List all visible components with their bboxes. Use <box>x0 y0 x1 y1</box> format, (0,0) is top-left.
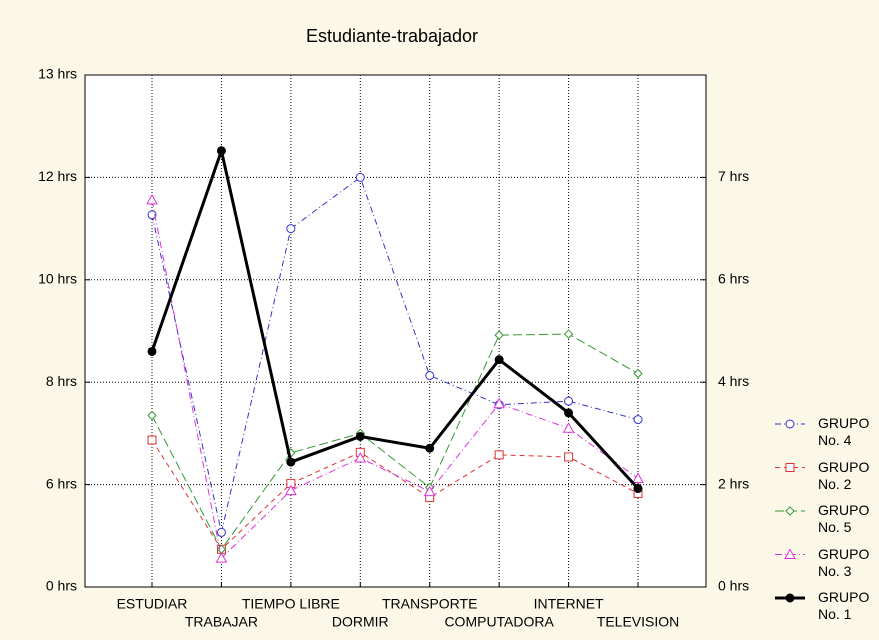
y2-tick-label: 2 hrs <box>718 475 749 491</box>
marker <box>564 452 574 462</box>
marker <box>147 435 157 445</box>
marker <box>147 346 157 356</box>
marker <box>354 451 367 463</box>
y-tick-label: 6 hrs <box>46 475 77 491</box>
marker <box>633 484 643 494</box>
marker <box>215 552 228 563</box>
x-tick-label: DORMIR <box>332 614 389 630</box>
chart-title: Estudiante-trabajador <box>306 26 478 46</box>
series-line <box>151 333 639 551</box>
y-tick-label: 12 hrs <box>38 168 77 184</box>
x-tick-label: TELEVISION <box>597 614 679 630</box>
marker <box>633 368 643 379</box>
marker <box>147 210 157 220</box>
series-line <box>151 176 639 533</box>
x-tick-label: INTERNET <box>534 596 604 612</box>
y-tick-label: 0 hrs <box>46 578 77 594</box>
x-tick-label: COMPUTADORA <box>444 614 554 630</box>
marker <box>494 330 504 340</box>
x-tick-label: TRANSPORTE <box>382 596 477 612</box>
marker <box>286 457 296 467</box>
y2-tick-label: 4 hrs <box>718 373 749 389</box>
marker <box>147 410 157 421</box>
series-line <box>150 145 640 490</box>
marker <box>425 443 435 453</box>
y-tick-label: 8 hrs <box>46 373 77 389</box>
x-tick-label: TIEMPO LIBRE <box>242 596 340 612</box>
marker <box>285 484 297 496</box>
marker <box>633 415 643 425</box>
legend-label: GRUPO No. 5 <box>818 502 870 535</box>
marker <box>494 450 504 460</box>
marker <box>632 472 644 483</box>
marker <box>146 193 158 205</box>
marker <box>563 329 574 339</box>
y2-tick-label: 6 hrs <box>718 271 749 287</box>
plot-area <box>84 74 707 588</box>
x-tick-label: ESTUDIAR <box>117 596 188 612</box>
marker <box>564 408 574 418</box>
marker <box>562 422 575 433</box>
legend-marker <box>785 463 795 472</box>
marker <box>493 397 505 409</box>
marker <box>423 485 436 497</box>
y2-tick-label: 0 hrs <box>718 578 749 594</box>
legend-marker <box>785 506 795 516</box>
marker <box>286 224 296 234</box>
y2-tick-label: 7 hrs <box>718 168 749 184</box>
marker <box>355 172 365 182</box>
legend-label: GRUPO No. 4 <box>818 415 870 448</box>
legend-marker <box>785 593 795 603</box>
y-tick-label: 13 hrs <box>38 66 77 82</box>
marker <box>494 355 504 365</box>
marker <box>355 431 365 441</box>
legend-label: GRUPO No. 3 <box>818 545 870 579</box>
marker <box>216 146 226 156</box>
legend-label: GRUPO No. 2 <box>818 458 870 492</box>
legend-label: GRUPO No. 1 <box>818 589 870 622</box>
marker <box>425 371 435 381</box>
x-tick-label: TRABAJAR <box>185 614 258 630</box>
marker <box>216 527 226 537</box>
legend-marker <box>785 419 795 429</box>
series-line <box>151 199 639 560</box>
legend-marker <box>784 548 796 559</box>
marker <box>564 396 574 406</box>
y-tick-label: 10 hrs <box>38 271 77 287</box>
